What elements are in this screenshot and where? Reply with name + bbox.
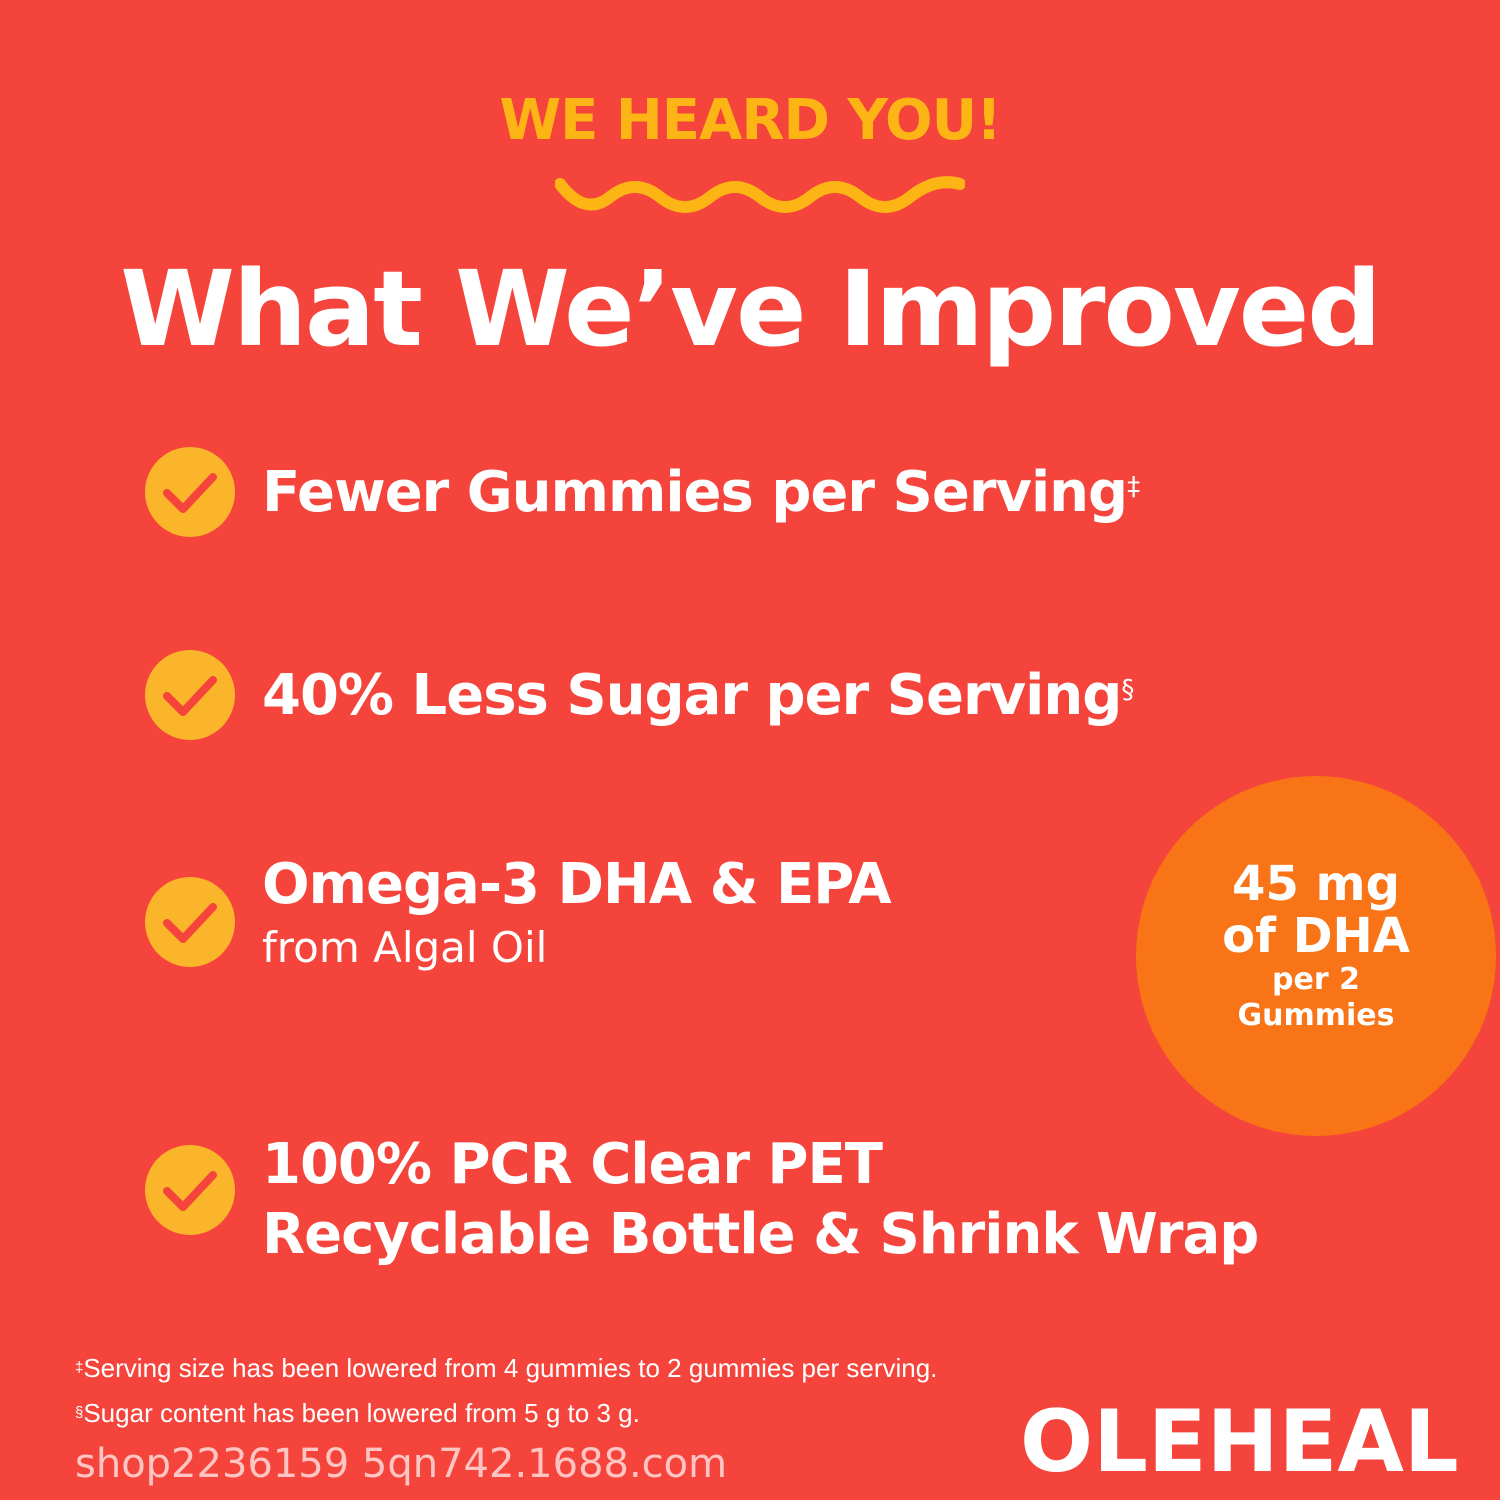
feature-text: Omega-3 DHA & EPA [262, 852, 892, 917]
checkmark-icon [145, 447, 235, 537]
feature-fewer-gummies: Fewer Gummies per Serving‡ [262, 458, 1140, 528]
footnote-text: Sugar content has been lowered from 5 g … [83, 1398, 640, 1428]
kicker-heading: WE HEARD YOU! [499, 88, 1001, 153]
checkmark-icon [145, 650, 235, 740]
badge-per: per 2 [1272, 962, 1360, 997]
footnote-serving: ‡Serving size has been lowered from 4 gu… [75, 1353, 937, 1383]
dha-badge: 45 mg of DHA per 2 Gummies [1136, 776, 1496, 1136]
feature-subtext: from Algal Oil [262, 923, 548, 972]
footnote-mark: § [75, 1404, 84, 1421]
brand-logo: OLEHEAL [1020, 1392, 1459, 1492]
badge-amount: 45 mg [1232, 856, 1400, 912]
footnote-mark: ‡ [75, 1359, 84, 1376]
checkmark-icon [145, 877, 235, 967]
badge-unit: Gummies [1237, 998, 1395, 1033]
page-title: What We’ve Improved [120, 248, 1381, 370]
feature-less-sugar: 40% Less Sugar per Serving§ [262, 661, 1134, 731]
feature-omega3: Omega-3 DHA & EPA from Algal Oil [262, 850, 892, 976]
feature-text: Fewer Gummies per Serving [262, 460, 1128, 525]
feature-text: 40% Less Sugar per Serving [262, 663, 1122, 728]
feature-text-line2: Recyclable Bottle & Shrink Wrap [262, 1202, 1259, 1267]
footnote-sugar: §Sugar content has been lowered from 5 g… [75, 1398, 640, 1428]
badge-nutrient: of DHA [1222, 908, 1410, 964]
watermark: shop2236159 5qn742.1688.com [75, 1441, 728, 1487]
feature-text: 100% PCR Clear PET [262, 1132, 883, 1197]
footnote-mark: ‡ [1127, 472, 1140, 502]
feature-recyclable: 100% PCR Clear PET Recyclable Bottle & S… [262, 1130, 1259, 1270]
checkmark-icon [145, 1145, 235, 1235]
wave-decoration-icon [555, 176, 965, 213]
footnote-mark: § [1121, 675, 1134, 705]
footnote-text: Serving size has been lowered from 4 gum… [83, 1353, 938, 1383]
